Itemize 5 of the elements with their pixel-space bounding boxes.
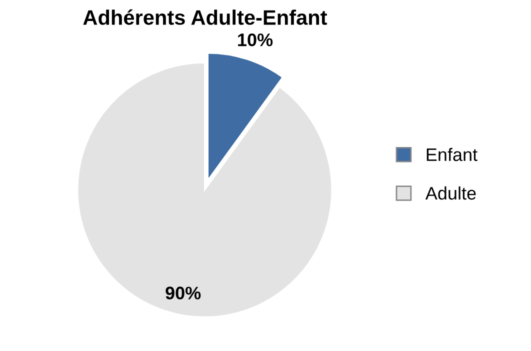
data-label: 10% [238, 33, 273, 46]
legend-label: Adulte [425, 186, 476, 200]
chart-title: Adhérents Adulte-Enfant [83, 9, 328, 25]
data-label: 90% [166, 286, 201, 300]
legend-label: Enfant [426, 148, 478, 162]
